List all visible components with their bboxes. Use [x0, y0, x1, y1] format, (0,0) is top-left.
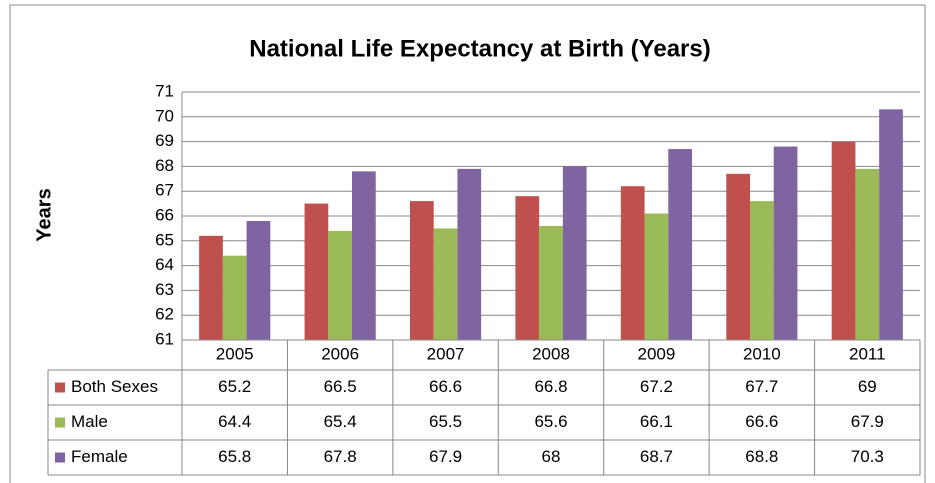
- table-cell: 66.6: [429, 377, 462, 396]
- table-cell: 65.5: [429, 412, 462, 431]
- y-tick-label: 71: [155, 81, 174, 100]
- table-cell: 67.9: [851, 412, 884, 431]
- y-tick-label: 63: [155, 280, 174, 299]
- bar: [879, 109, 903, 340]
- bar: [620, 186, 645, 340]
- legend-swatch: [55, 382, 65, 393]
- table-cell: 69: [858, 377, 877, 396]
- bar: [644, 213, 669, 340]
- bar: [539, 225, 563, 340]
- y-tick-label: 70: [155, 106, 174, 125]
- x-tick-label: 2009: [638, 344, 676, 363]
- table-cell: 66.5: [324, 377, 357, 396]
- bar: [773, 146, 798, 340]
- table-cell: 65.4: [324, 412, 357, 431]
- y-axis-label: Years: [33, 188, 55, 241]
- bar: [562, 166, 587, 340]
- bar: [328, 230, 353, 340]
- bar: [457, 168, 482, 340]
- x-tick-label: 2005: [216, 344, 254, 363]
- bar: [304, 203, 329, 340]
- x-tick-label: 2008: [532, 344, 570, 363]
- x-tick-label: 2007: [427, 344, 465, 363]
- y-tick-label: 61: [155, 329, 174, 348]
- y-tick-label: 67: [155, 181, 174, 200]
- table-cell: 66.8: [534, 377, 567, 396]
- x-tick-label: 2010: [743, 344, 781, 363]
- bar: [199, 235, 223, 340]
- y-tick-label: 68: [155, 156, 174, 175]
- y-tick-label: 64: [155, 255, 174, 274]
- table-cell: 66.1: [640, 412, 673, 431]
- y-tick-label: 62: [155, 305, 174, 324]
- chart-title: National Life Expectancy at Birth (Years…: [249, 35, 710, 62]
- legend-label: Both Sexes: [71, 377, 158, 396]
- table-cell: 66.6: [745, 412, 778, 431]
- table-cell: 67.2: [640, 377, 673, 396]
- bar: [409, 201, 434, 340]
- table-cell: 67.7: [745, 377, 778, 396]
- x-tick-label: 2006: [321, 344, 359, 363]
- bar: [246, 220, 271, 340]
- table-cell: 65.8: [218, 447, 251, 466]
- table-cell: 67.9: [429, 447, 462, 466]
- legend-label: Female: [71, 447, 128, 466]
- bar: [433, 228, 458, 340]
- bar: [668, 149, 693, 340]
- table-cell: 68: [542, 447, 561, 466]
- table-cell: 68.7: [640, 447, 673, 466]
- legend-swatch: [55, 452, 65, 463]
- legend-swatch: [55, 417, 65, 428]
- bar: [515, 196, 540, 340]
- bar: [749, 201, 774, 340]
- x-tick-label: 2011: [849, 344, 886, 363]
- table-cell: 65.6: [534, 412, 567, 431]
- bar: [222, 255, 247, 340]
- table-cell: 64.4: [218, 412, 251, 431]
- bar: [352, 171, 376, 340]
- y-tick-label: 65: [155, 230, 174, 249]
- y-tick-label: 69: [155, 131, 174, 150]
- table-cell: 67.8: [324, 447, 357, 466]
- bar: [831, 141, 856, 340]
- bar: [855, 168, 880, 340]
- legend-label: Male: [71, 412, 108, 431]
- bar: [726, 173, 750, 340]
- table-cell: 65.2: [218, 377, 251, 396]
- y-tick-label: 66: [155, 205, 174, 224]
- chart-border: [9, 4, 926, 483]
- table-cell: 70.3: [851, 447, 884, 466]
- table-cell: 68.8: [745, 447, 778, 466]
